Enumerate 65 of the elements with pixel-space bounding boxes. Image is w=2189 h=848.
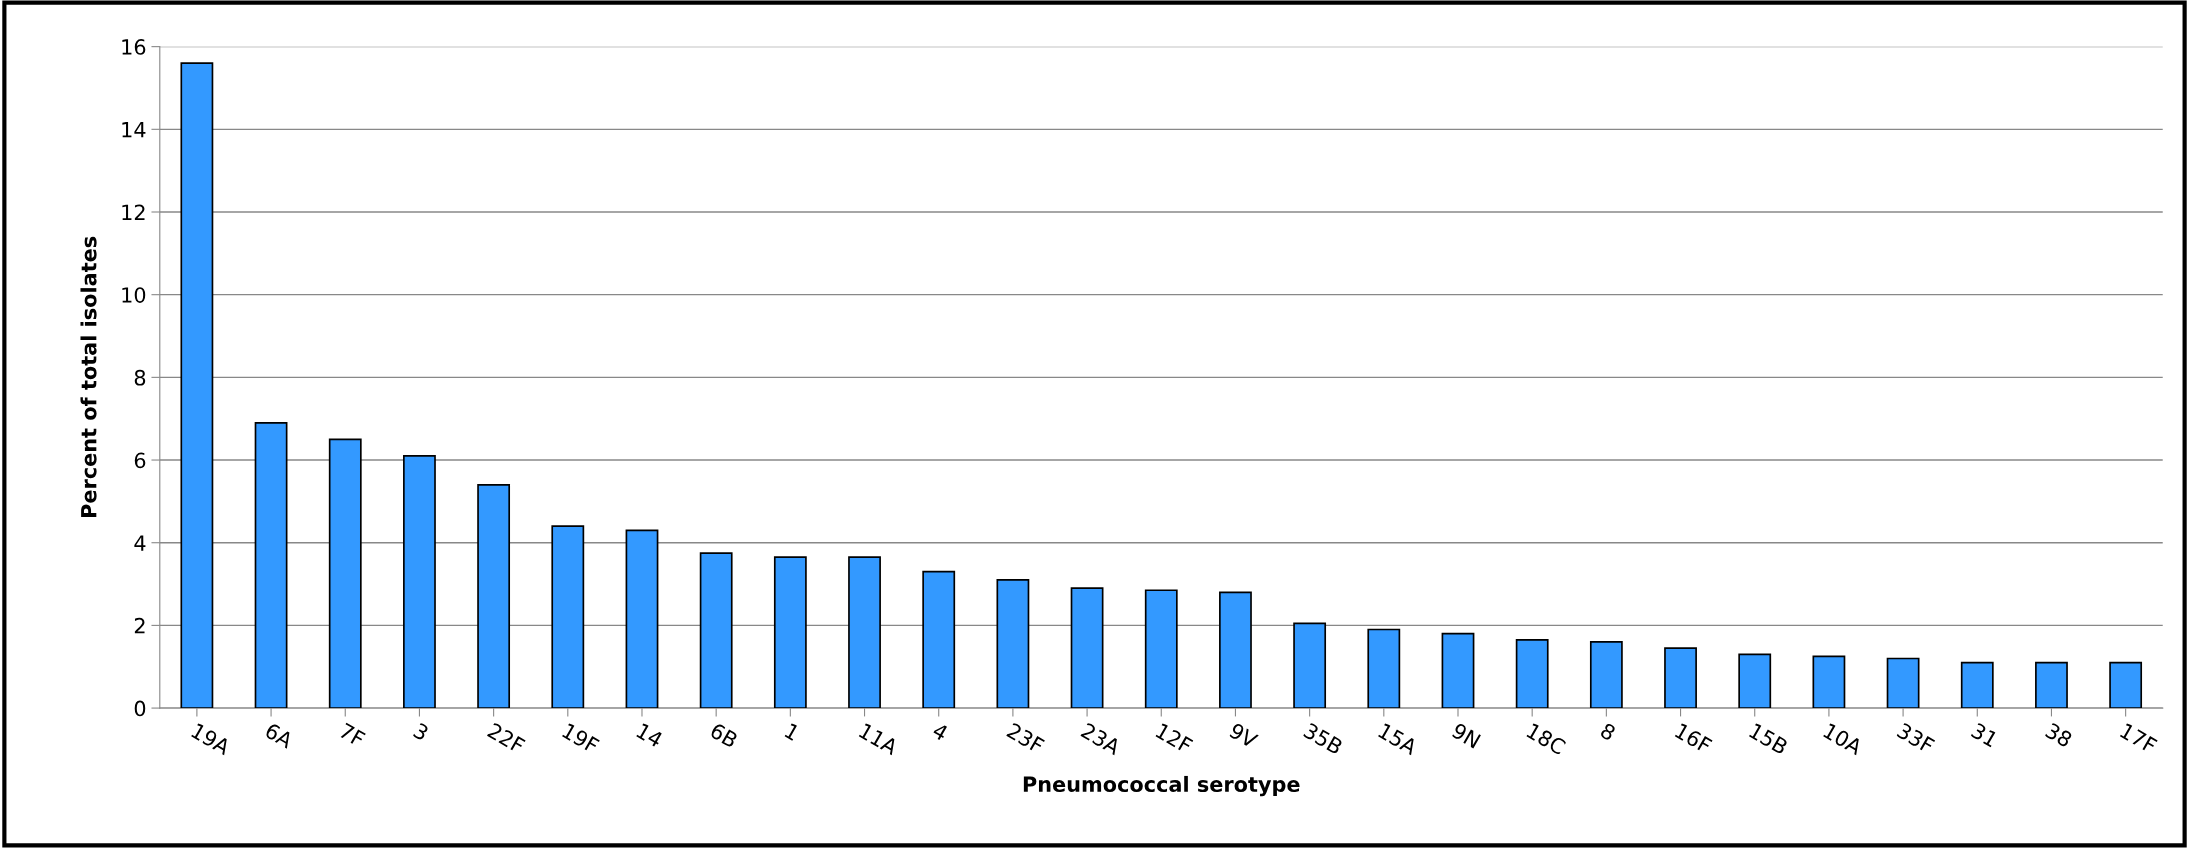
y-tick-label: 4 [134, 535, 146, 551]
bar [1144, 589, 1178, 709]
x-tick-label: 33F [1896, 722, 1936, 754]
bar [1589, 641, 1623, 709]
x-tick-label: 14 [636, 722, 664, 748]
x-tick-label: 23F [1006, 722, 1045, 754]
x-tick-label: 3 [412, 722, 430, 742]
y-tick-label: 10 [122, 287, 146, 303]
x-tick-label: 19A [190, 722, 232, 756]
x-tick-label: 19F [561, 722, 600, 754]
y-tick-label: 2 [134, 617, 145, 634]
bar [773, 556, 807, 709]
y-axis-title: Percent of total isolates [80, 236, 97, 517]
x-tick-label: 10A [1822, 722, 1864, 756]
bar [180, 62, 214, 709]
bar [1960, 661, 1994, 709]
x-tick-label: 7F [338, 722, 366, 747]
x-tick-label: 35B [1302, 722, 1344, 755]
bar [848, 556, 881, 709]
bar [699, 552, 733, 709]
x-tick-label: 12F [1155, 722, 1194, 754]
y-tick-label: 14 [122, 122, 146, 138]
x-tick-label: 9N [1451, 722, 1482, 749]
x-tick-label: 16F [1674, 722, 1713, 754]
bar [254, 421, 288, 709]
x-tick-label: 8 [1599, 722, 1617, 742]
bar [922, 570, 956, 709]
y-tick-label: 8 [134, 369, 146, 386]
bar [2109, 661, 2143, 709]
y-tick-label: 16 [122, 39, 146, 55]
bar [1664, 647, 1697, 709]
x-tick-label: 38 [2044, 722, 2073, 748]
x-tick-label: 18C [1526, 722, 1567, 756]
x-tick-label: 22F [487, 722, 526, 754]
bar [625, 529, 659, 709]
x-tick-label: 31 [1970, 722, 1999, 748]
bar [1738, 653, 1772, 709]
bar [1219, 591, 1252, 709]
bar [2035, 661, 2068, 709]
bar [551, 525, 585, 709]
x-tick-label: 23A [1080, 722, 1123, 756]
x-tick-label: 17F [2119, 722, 2158, 754]
x-tick-label: 15B [1748, 722, 1789, 755]
x-tick-label: 11A [858, 722, 900, 756]
bar [1293, 622, 1327, 709]
y-tick-label: 12 [122, 204, 145, 220]
x-tick-label: 6B [709, 722, 739, 749]
bar [403, 455, 436, 709]
x-tick-label: 6A [264, 722, 295, 749]
bar [1367, 628, 1401, 709]
x-axis-title: Pneumococcal serotype [1023, 775, 1300, 797]
y-tick-label: 0 [134, 700, 146, 717]
bar [1886, 657, 1920, 709]
x-tick-label: 1 [784, 722, 800, 741]
x-tick-label: 15A [1377, 722, 1419, 756]
y-tick-label: 6 [134, 452, 146, 469]
bar [477, 484, 511, 709]
bar [996, 579, 1030, 709]
x-tick-label: 9V [1228, 722, 1259, 749]
bar [328, 438, 362, 709]
bar [1515, 639, 1549, 709]
bar [1441, 632, 1475, 709]
x-tick-label: 4 [931, 722, 949, 742]
bar [1070, 587, 1104, 709]
bar [1812, 655, 1846, 709]
